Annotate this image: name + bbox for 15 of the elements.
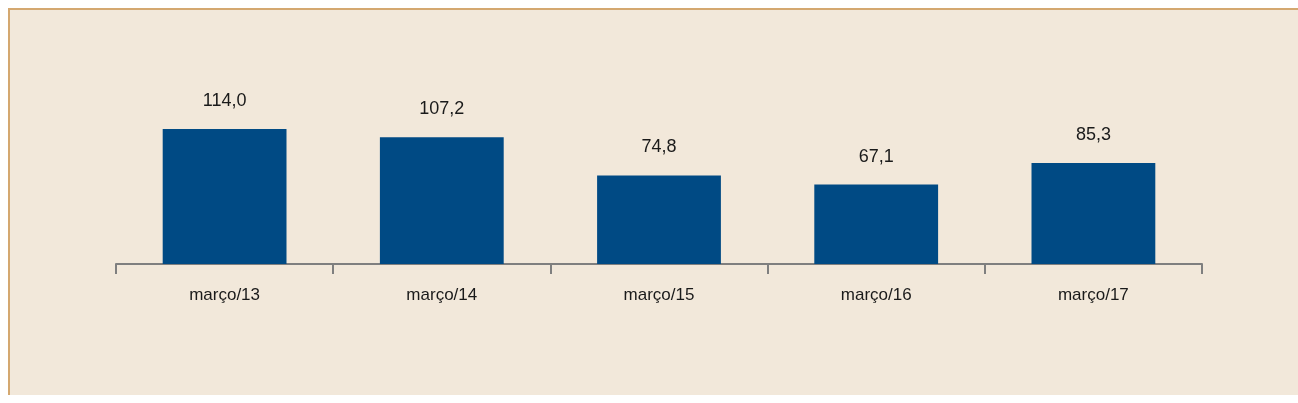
data-label: 107,2 — [419, 98, 465, 119]
x-tick-label: março/17 — [1057, 285, 1129, 304]
bar — [814, 184, 939, 264]
bar — [597, 175, 721, 264]
bar — [162, 129, 287, 264]
data-label: 74,8 — [641, 136, 677, 157]
x-tick-label: março/16 — [840, 285, 912, 304]
data-label: 85,3 — [1075, 124, 1111, 145]
x-tick-label: março/15 — [623, 285, 695, 304]
data-label: 114,0 — [202, 90, 247, 111]
bar — [379, 137, 504, 264]
data-label: 67,1 — [858, 145, 894, 166]
x-tick-label: março/14 — [406, 285, 478, 304]
bar — [1031, 163, 1156, 264]
x-tick-label: março/13 — [189, 285, 261, 304]
